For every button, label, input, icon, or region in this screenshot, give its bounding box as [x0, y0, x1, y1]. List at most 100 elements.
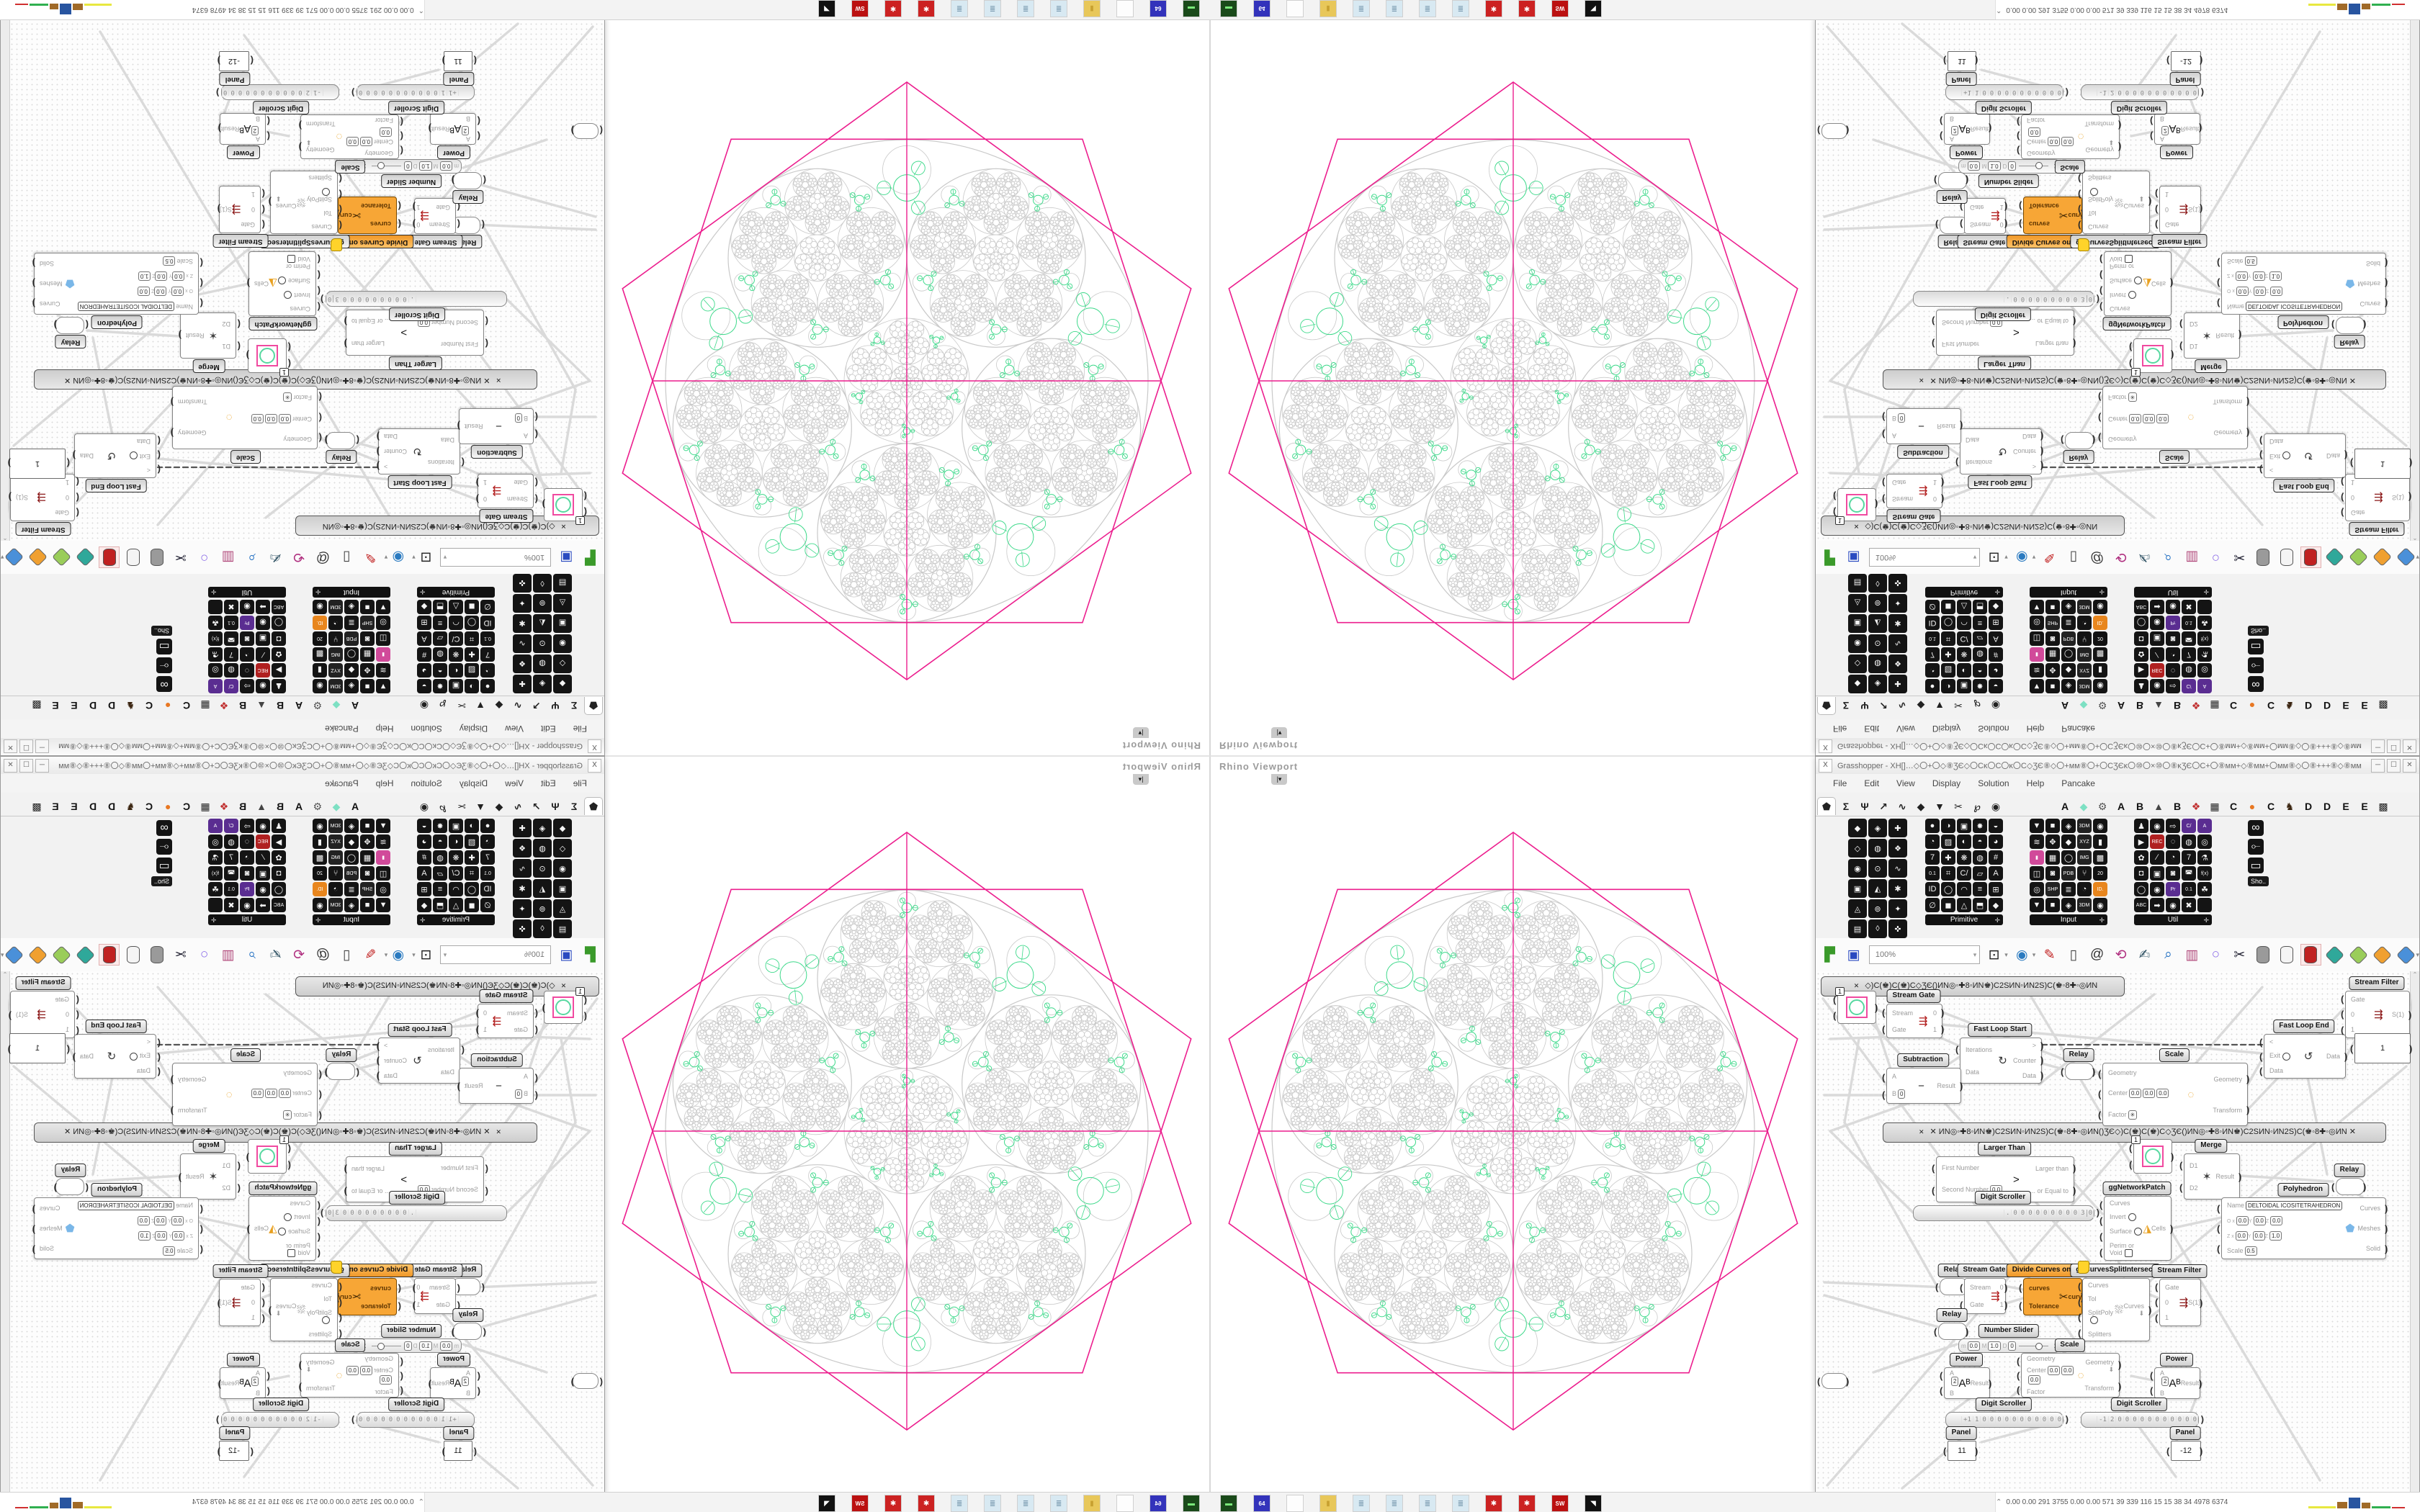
palette-section-footer[interactable]: Primitive ✛ [1925, 914, 2003, 925]
palette-component-icon[interactable]: ▱ [1973, 866, 1987, 881]
palette-component-icon[interactable]: ✥ [2045, 834, 2060, 849]
palette-component-icon[interactable]: ◍ [1868, 839, 1887, 858]
palette-component-icon[interactable]: ◈ [2061, 819, 2076, 833]
palette-component-icon[interactable]: 7 [1925, 850, 1940, 865]
tab-plugin[interactable]: ▦ [2206, 798, 2223, 815]
palette-component-icon[interactable]: ▩ [2093, 850, 2107, 865]
tab-plugin[interactable]: B [2131, 798, 2148, 815]
palette-component-icon[interactable]: 3DM [2077, 819, 2092, 833]
tab-icon[interactable]: ◉ [1987, 798, 2004, 815]
palette-component-icon[interactable]: ◆ [1989, 898, 2003, 912]
palette-component-icon[interactable]: ⬒ [1973, 898, 1987, 912]
tab-plugin[interactable]: B [2169, 798, 2186, 815]
palette-component-icon[interactable]: C/ [1957, 866, 1971, 881]
grasshopper-window[interactable]: X Grasshopper - XH[]…◇〇+〇◇⑧ƷЄ◇〇Cĸ〇C〇ĸ〇C◇Ʒ… [1815, 756, 2420, 1493]
palette-component-icon[interactable]: ✚ [1941, 850, 1955, 865]
palette-component-icon[interactable]: △ [1957, 898, 1971, 912]
palette-component-icon[interactable]: ◍ [1973, 850, 1987, 865]
palette-component-icon[interactable]: ● [1925, 819, 1940, 833]
palette-component-icon[interactable]: ◔ [1925, 834, 1940, 849]
palette-component-icon[interactable]: ◭ [1868, 879, 1887, 898]
palette-component-icon[interactable]: ✱ [1888, 879, 1907, 898]
tab-icon[interactable]: Σ [1837, 798, 1855, 815]
palette-component-icon[interactable]: ◇ [1848, 839, 1867, 858]
tab-plugin[interactable]: ▩ [2375, 798, 2392, 815]
tab-icon[interactable]: Ψ [1856, 798, 1873, 815]
palette-component-icon[interactable]: ■ [2045, 819, 2060, 833]
palette-component-icon[interactable]: ✸ [1973, 819, 1987, 833]
tab-plugin[interactable]: C [2225, 798, 2242, 815]
palette-component-icon[interactable]: ▣ [1848, 879, 1867, 898]
tab-plugin[interactable]: E [2356, 798, 2373, 815]
palette-component-icon[interactable]: XYZ [2077, 834, 2092, 849]
tab-icon[interactable]: ✂ [1950, 798, 1967, 815]
menu-item-edit[interactable]: Edit [1864, 778, 1879, 788]
palette-component-icon[interactable]: ◊ [1868, 919, 1887, 938]
tab-icon[interactable]: ∿ [1894, 798, 1911, 815]
tab-plugin[interactable]: C [2262, 798, 2280, 815]
palette-component-icon[interactable]: ◼ [1941, 898, 1955, 912]
palette-component-icon[interactable]: ∿ [1888, 859, 1907, 878]
palette-component-icon[interactable]: ∅ [1925, 898, 1940, 912]
palette-component-icon[interactable]: ✚ [1888, 819, 1907, 837]
tab-icon[interactable]: ◆ [1912, 798, 1930, 815]
palette-component-icon[interactable]: ⌗ [1941, 866, 1955, 881]
palette-component-icon[interactable]: ◈ [1868, 819, 1887, 837]
palette-component-icon[interactable]: ◒ [1989, 819, 2003, 833]
palette-component-icon[interactable]: ◆ [1848, 819, 1867, 837]
palette-component-icon[interactable]: ▮ [2030, 850, 2044, 865]
tab-plugin[interactable]: ◆ [2075, 798, 2092, 815]
palette-component-icon[interactable]: ◉ [1848, 859, 1867, 878]
palette-component-icon[interactable]: ◯ [1941, 882, 1955, 896]
maximize-button[interactable]: ☐ [2387, 759, 2401, 773]
menu-item-file[interactable]: File [1833, 778, 1847, 788]
menu-item-solution[interactable]: Solution [1978, 778, 2009, 788]
palette-component-icon[interactable]: 0.1 [1925, 866, 1940, 881]
palette-component-icon[interactable]: ◕ [1989, 834, 2003, 849]
menu-item-help[interactable]: Help [2027, 778, 2045, 788]
palette-component-icon[interactable]: ◑ [1941, 819, 1955, 833]
palette-component-icon[interactable]: ≋ [2030, 834, 2044, 849]
menu-item-pancake[interactable]: Pancake [2061, 778, 2095, 788]
menu-item-display[interactable]: Display [1932, 778, 1960, 788]
tab-plugin[interactable]: A [2112, 798, 2130, 815]
tab-plugin[interactable]: ❖ [2187, 798, 2205, 815]
grasshopper-title-bar[interactable]: X Grasshopper - XH[]…◇〇+〇◇⑧ƷЄ◇〇Cĸ〇C〇ĸ〇C◇Ʒ… [1816, 757, 2419, 775]
tab-icon[interactable]: ▼ [1931, 798, 1948, 815]
palette-component-icon[interactable]: IMG [2077, 850, 2092, 865]
tab-params-selected[interactable]: ⬟ [1817, 797, 1836, 815]
tab-plugin[interactable]: ⚙ [2094, 798, 2111, 815]
palette-component-icon[interactable]: ⊙ [1868, 859, 1887, 878]
palette-component-icon[interactable]: ◉ [2093, 819, 2107, 833]
close-button[interactable]: ✕ [2403, 759, 2416, 773]
palette-component-icon[interactable]: ▦ [2045, 850, 2060, 865]
palette-component-icon[interactable]: ⊚ [1868, 899, 1887, 918]
palette-component-icon[interactable]: ❖ [1888, 839, 1907, 858]
palette-component-icon[interactable]: ▣ [1957, 819, 1971, 833]
palette-component-icon[interactable]: ✜ [1888, 919, 1907, 938]
palette-component-icon[interactable]: ▨ [1941, 834, 1955, 849]
palette-component-icon[interactable]: ◆ [2061, 834, 2076, 849]
palette-component-icon[interactable]: ◐ [1957, 834, 1971, 849]
palette-component-icon[interactable]: ◯ [2061, 850, 2076, 865]
menu-item-view[interactable]: View [1896, 778, 1915, 788]
section-expand-icon[interactable]: ✛ [1994, 915, 2000, 926]
palette-component-icon[interactable]: ▮ [2093, 834, 2107, 849]
tab-plugin[interactable]: ♞ [2281, 798, 2298, 815]
tab-plugin[interactable]: A [2056, 798, 2074, 815]
minimize-button[interactable]: ─ [2371, 759, 2385, 773]
palette-component-icon[interactable]: ✦ [1888, 899, 1907, 918]
tab-plugin[interactable]: D [2300, 798, 2317, 815]
tab-plugin[interactable]: D [2318, 798, 2336, 815]
palette-component-icon[interactable]: ◓ [1973, 834, 1987, 849]
rhino-viewport[interactable]: Rhino Viewport |▾ [1210, 756, 1816, 1493]
tab-plugin[interactable]: ▲ [2150, 798, 2167, 815]
palette-component-icon[interactable]: ▤ [1848, 919, 1867, 938]
tab-icon[interactable]: ↗ [1875, 798, 1892, 815]
palette-component-icon[interactable]: ◬ [1848, 899, 1867, 918]
tab-plugin[interactable]: ● [2244, 798, 2261, 815]
tab-plugin[interactable]: E [2337, 798, 2354, 815]
palette-component-icon[interactable]: ≡ [1973, 882, 1987, 896]
viewport-tab-toggle[interactable]: |▾ [1271, 774, 1287, 785]
palette-component-icon[interactable]: ◠ [1957, 882, 1971, 896]
